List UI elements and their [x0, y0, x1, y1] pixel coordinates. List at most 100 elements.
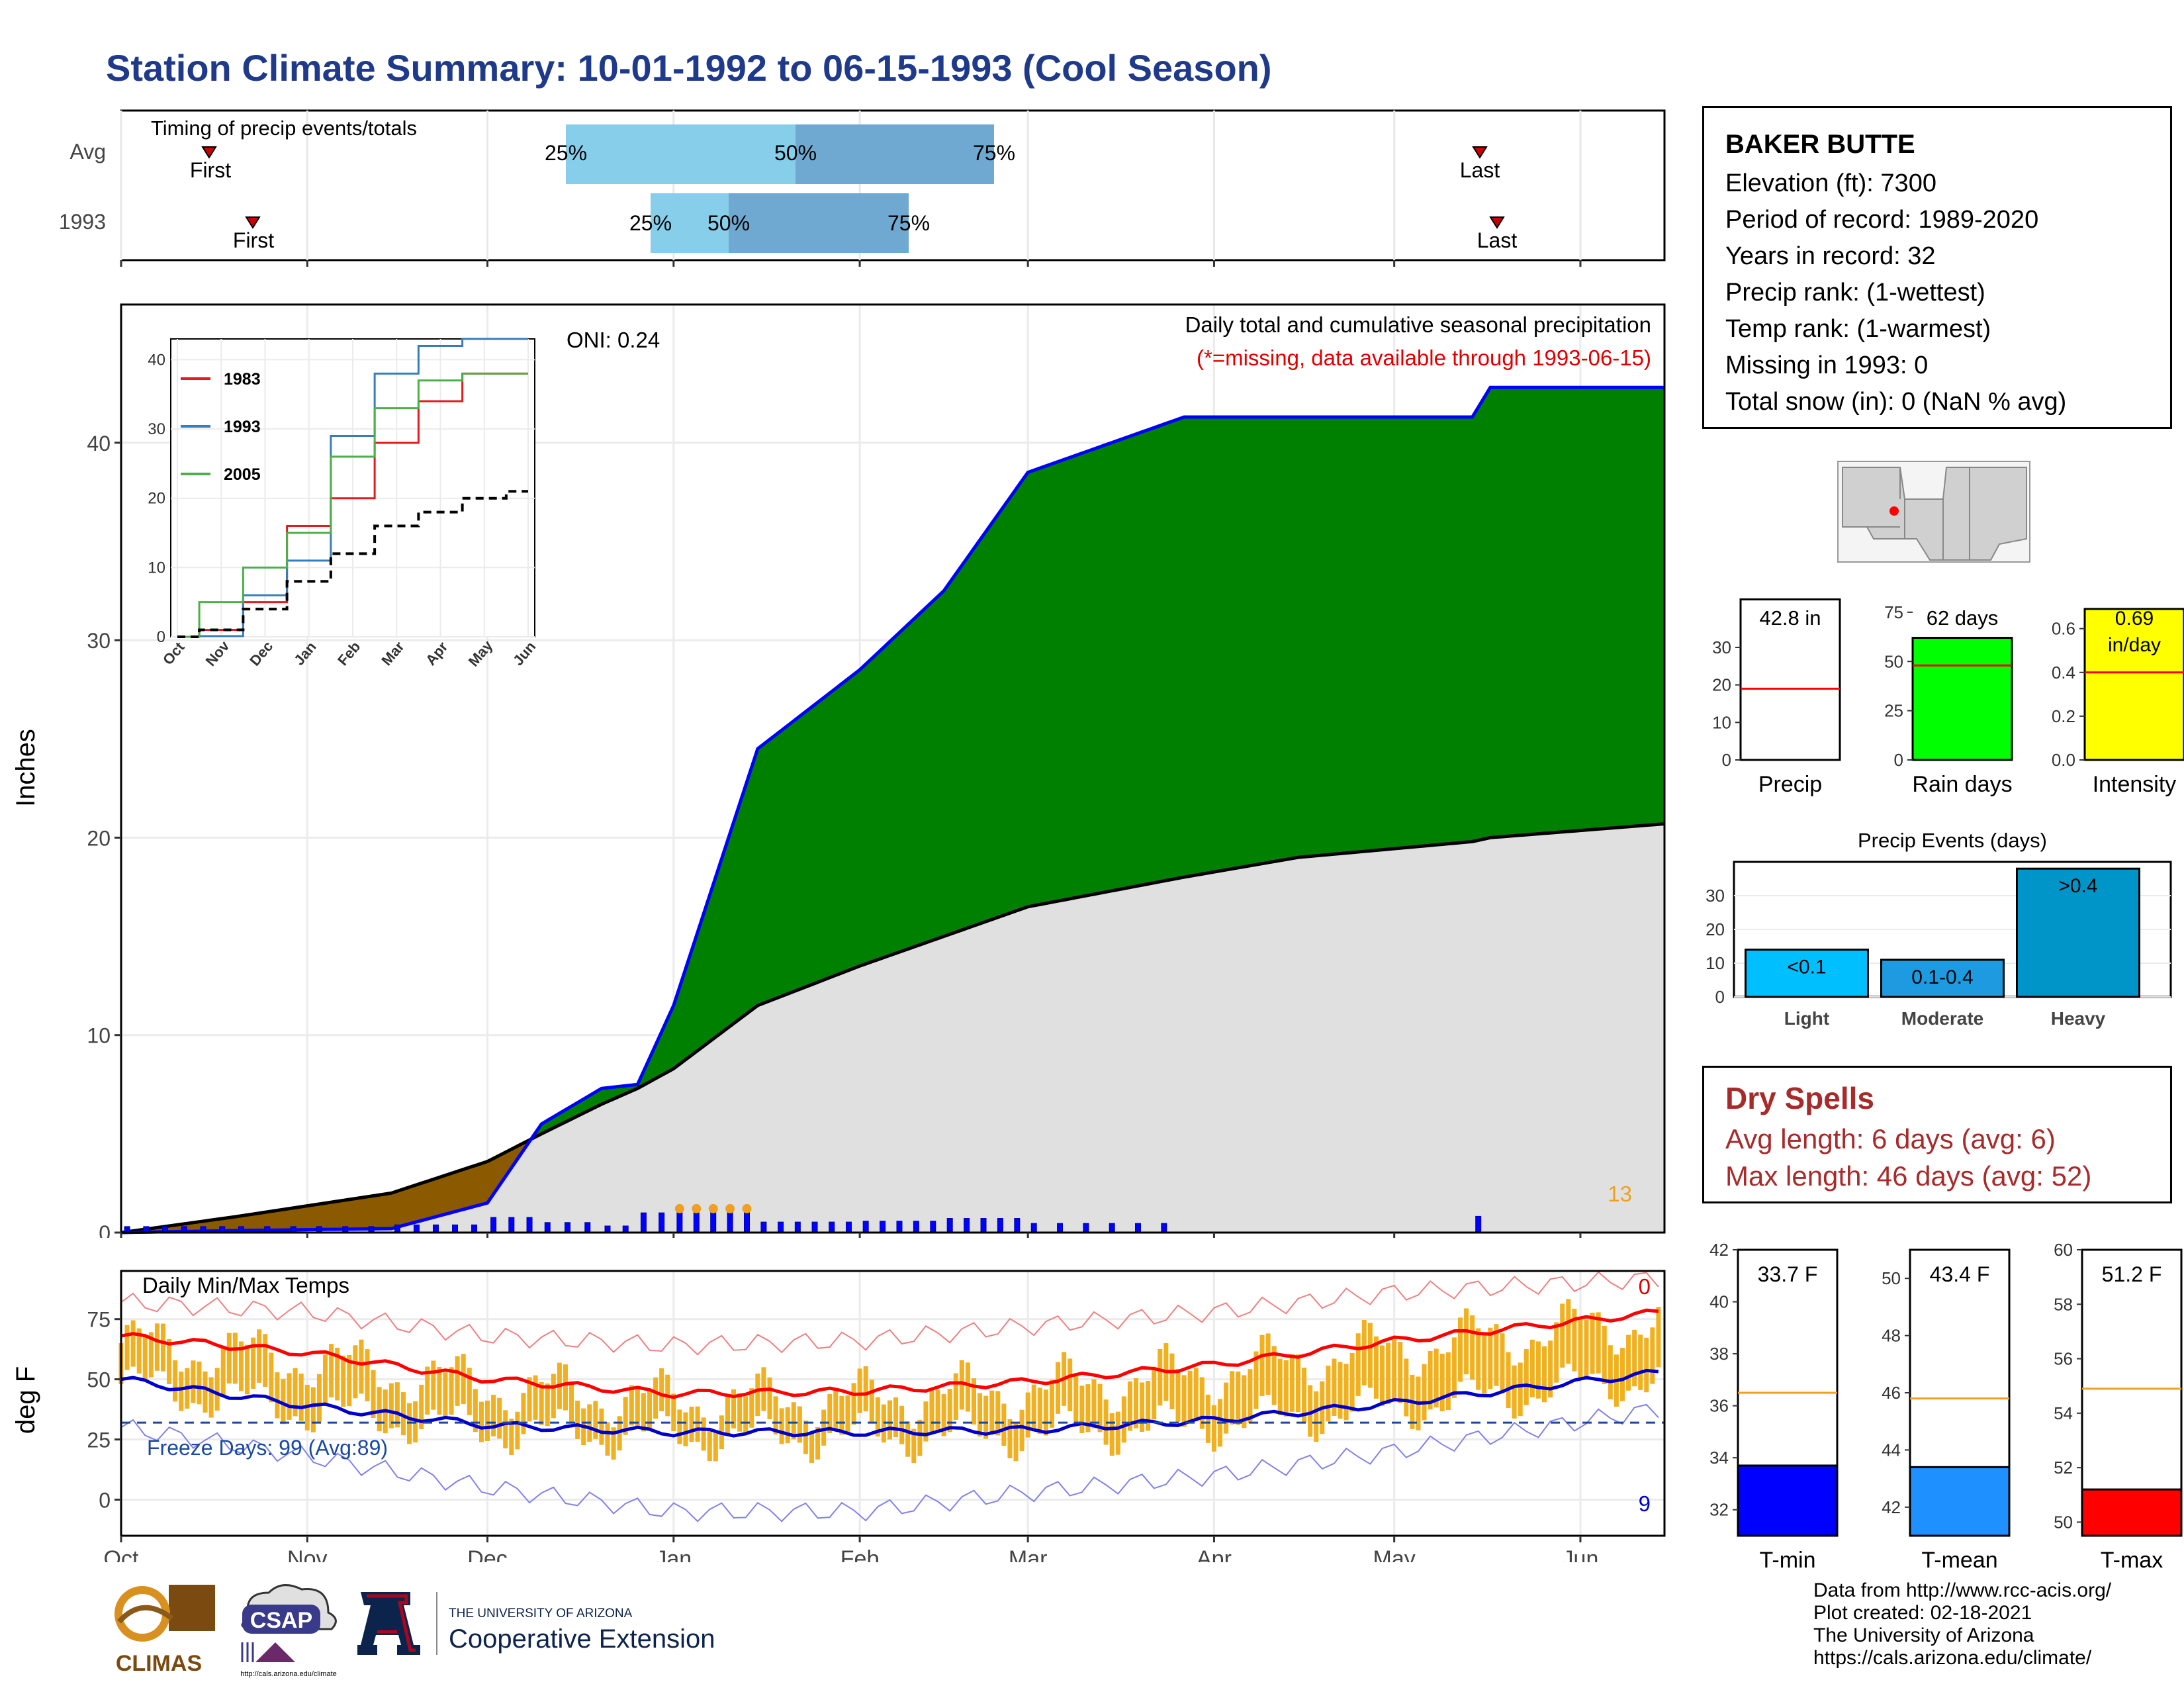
- above-average-area: [1633, 387, 1641, 827]
- daily-temp-bar: [1433, 1348, 1439, 1408]
- daily-temp-bar: [953, 1373, 958, 1420]
- daily-temp-bar: [461, 1354, 466, 1405]
- daily-temp-bar: [203, 1371, 208, 1413]
- daily-temp-bar: [275, 1372, 280, 1419]
- above-average-area: [1057, 459, 1065, 902]
- daily-temp-bar: [388, 1383, 394, 1429]
- daily-temp-bar: [1422, 1364, 1427, 1421]
- below-average-area: [414, 1182, 422, 1223]
- daily-temp-bar: [1121, 1396, 1126, 1443]
- above-average-area: [907, 618, 915, 950]
- temp-summary-bar-2: [2081, 1488, 2183, 1537]
- above-average-area: [1508, 387, 1515, 837]
- above-average-area: [1652, 387, 1659, 825]
- daily-temp-bar: [1302, 1368, 1307, 1423]
- inset-legend-label: 2005: [224, 465, 261, 484]
- daily-temp-bar: [1464, 1308, 1469, 1375]
- below-average-area: [277, 1209, 284, 1231]
- summary-y-tick-label: 75: [1884, 602, 1903, 622]
- temp-y-tick-label: 0: [99, 1488, 111, 1512]
- above-average-area: [889, 634, 897, 957]
- below-average-area: [330, 1200, 338, 1230]
- temp-plot-bg: [121, 1271, 1664, 1536]
- station-info-box: BAKER BUTTE Elevation (ft): 7300 Period …: [1702, 106, 2172, 429]
- above-average-area: [1418, 416, 1425, 847]
- daily-temp-bar: [1535, 1341, 1541, 1399]
- below-average-area: [306, 1204, 314, 1231]
- daily-precip-bar: [778, 1221, 784, 1233]
- above-average-area: [799, 710, 807, 990]
- locator-map: [1837, 461, 2030, 563]
- above-average-area: [745, 767, 752, 1016]
- heavy-precip-marker: [674, 1203, 684, 1213]
- daily-temp-bar: [737, 1393, 743, 1432]
- above-average-area: [859, 663, 866, 967]
- above-average-area: [1261, 416, 1269, 865]
- daily-precip-bar: [964, 1218, 970, 1233]
- above-average-area: [1453, 416, 1461, 844]
- daily-temp-bar: [1283, 1360, 1289, 1417]
- above-average-area: [1063, 457, 1071, 901]
- daily-precip-bar: [811, 1221, 818, 1233]
- daily-temp-bar: [1338, 1362, 1343, 1419]
- temp-summary-y-tick-label: 44: [1882, 1440, 1901, 1460]
- timing-1993-p25: 25%: [629, 211, 672, 235]
- daily-temp-bar: [269, 1352, 274, 1403]
- daily-temp-bar: [1013, 1422, 1019, 1462]
- above-average-area: [1039, 465, 1047, 906]
- above-average-area: [1615, 387, 1623, 829]
- daily-precip-bar: [1135, 1223, 1142, 1233]
- precip-y-tick-label: 40: [87, 432, 111, 455]
- above-average-area: [1586, 387, 1593, 831]
- above-average-area: [1267, 416, 1275, 863]
- above-average-area: [1081, 450, 1089, 898]
- daily-temp-bar: [635, 1387, 640, 1427]
- daily-precip-bar: [508, 1217, 515, 1233]
- below-average-area: [396, 1188, 404, 1228]
- daily-temp-bar: [701, 1417, 706, 1451]
- precip-frame: [120, 303, 1666, 1234]
- dry-spells-box: Dry Spells Avg length: 6 days (avg: 6) M…: [1702, 1066, 2172, 1203]
- credit-line-2: Plot created: 02-18-2021: [1813, 1602, 2032, 1624]
- events-category-label: Heavy: [2051, 1008, 2106, 1029]
- above-average-area: [1207, 416, 1215, 874]
- timing-1993-first-marker: [245, 216, 261, 229]
- temp-summary-frame: [2081, 1248, 2183, 1537]
- daily-temp-bar: [983, 1395, 989, 1439]
- above-average-area: [1087, 448, 1095, 896]
- daily-temp-bar: [1404, 1358, 1409, 1417]
- above-average-area: [967, 547, 975, 929]
- daily-temp-bar: [1265, 1333, 1271, 1395]
- above-average-area: [1177, 416, 1185, 879]
- above-average-area: [853, 669, 860, 969]
- daily-temp-bar: [851, 1383, 856, 1425]
- daily-temp-bar: [1230, 1371, 1235, 1425]
- daily-temp-bar: [929, 1389, 934, 1432]
- temp-y-tick-label: 25: [87, 1429, 111, 1452]
- daily-temp-bar: [359, 1339, 364, 1394]
- daily-precip-bar: [526, 1217, 533, 1233]
- above-average-area: [781, 724, 788, 998]
- temp-summary-y-tick-label: 56: [2054, 1349, 2073, 1369]
- daily-temp-bar: [136, 1328, 142, 1374]
- daily-temp-bar: [1091, 1379, 1097, 1429]
- above-average-area: [1201, 416, 1209, 875]
- record-min-line: [120, 1403, 1659, 1523]
- daily-temp-bar: [1602, 1326, 1607, 1384]
- below-average-area: [402, 1186, 410, 1227]
- daily-temp-bar: [1451, 1337, 1457, 1398]
- daily-temp-bar: [911, 1429, 917, 1464]
- dry-spells-heading: Dry Spells: [1725, 1081, 1874, 1115]
- above-average-area: [1141, 429, 1149, 886]
- above-average-area: [1195, 416, 1203, 876]
- summary-bar-1: [1911, 637, 2013, 761]
- temp-summary-category-label: T-min: [1760, 1548, 1816, 1573]
- daily-temp-bar: [515, 1411, 520, 1450]
- below-average-area: [433, 1176, 440, 1219]
- daily-temp-bar: [731, 1389, 737, 1429]
- daily-precip-bar: [640, 1212, 647, 1233]
- daily-temp-bar: [533, 1375, 538, 1420]
- events-category-label: Moderate: [1901, 1008, 1983, 1029]
- daily-temp-bar: [1488, 1327, 1493, 1389]
